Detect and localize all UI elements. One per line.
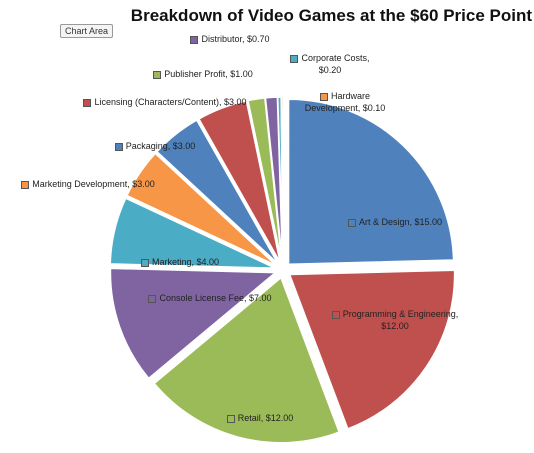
data-label: Marketing, $4.00 — [125, 256, 235, 268]
label-key — [226, 414, 235, 423]
data-label: Retail, $12.00 — [205, 412, 315, 424]
pie-slice — [197, 100, 281, 263]
label-text: Licensing (Characters/Content), $3.00 — [94, 97, 247, 107]
label-text: Programming & Engineering, $12.00 — [342, 309, 459, 331]
label-text: Console License Fee, $7.00 — [159, 293, 272, 303]
label-key — [114, 142, 123, 151]
label-key — [21, 180, 30, 189]
label-text: Hardware Development, $0.10 — [304, 91, 386, 113]
chart-title: Breakdown of Video Games at the $60 Pric… — [130, 6, 532, 25]
label-text: Marketing Development, $3.00 — [32, 179, 155, 189]
label-text: Distributor, $0.70 — [201, 34, 270, 44]
label-key — [347, 218, 356, 227]
label-key — [148, 294, 157, 303]
label-text: Art & Design, $15.00 — [358, 217, 443, 227]
label-key — [190, 35, 199, 44]
pie-slice — [288, 269, 456, 430]
data-label: Licensing (Characters/Content), $3.00 — [75, 96, 255, 108]
pie-slice — [109, 197, 276, 269]
label-text: Retail, $12.00 — [237, 413, 294, 423]
pie-slice — [280, 96, 284, 263]
pie-slice — [155, 119, 279, 265]
data-label: Corporate Costs, $0.20 — [285, 52, 375, 76]
data-label: Hardware Development, $0.10 — [295, 90, 395, 114]
data-label: Programming & Engineering, $12.00 — [330, 308, 460, 332]
pie-slice — [153, 276, 341, 444]
label-key — [83, 98, 92, 107]
label-key — [153, 70, 162, 79]
tooltip: Chart Area — [60, 24, 114, 38]
label-text: Packaging, $3.00 — [125, 141, 196, 151]
label-text: Corporate Costs, $0.20 — [301, 53, 370, 75]
label-key — [331, 310, 340, 319]
data-label: Distributor, $0.70 — [175, 33, 285, 45]
data-label: Publisher Profit, $1.00 — [143, 68, 263, 80]
pie-slice — [287, 98, 455, 266]
data-label: Art & Design, $15.00 — [335, 216, 455, 228]
data-label: Console License Fee, $7.00 — [130, 292, 290, 304]
label-text: Publisher Profit, $1.00 — [164, 69, 253, 79]
label-key — [319, 92, 328, 101]
label-key — [290, 54, 299, 63]
pie-slice — [125, 152, 277, 267]
data-label: Packaging, $3.00 — [100, 140, 210, 152]
label-text: Marketing, $4.00 — [151, 257, 220, 267]
label-key — [140, 258, 149, 267]
data-label: Marketing Development, $3.00 — [8, 178, 168, 190]
